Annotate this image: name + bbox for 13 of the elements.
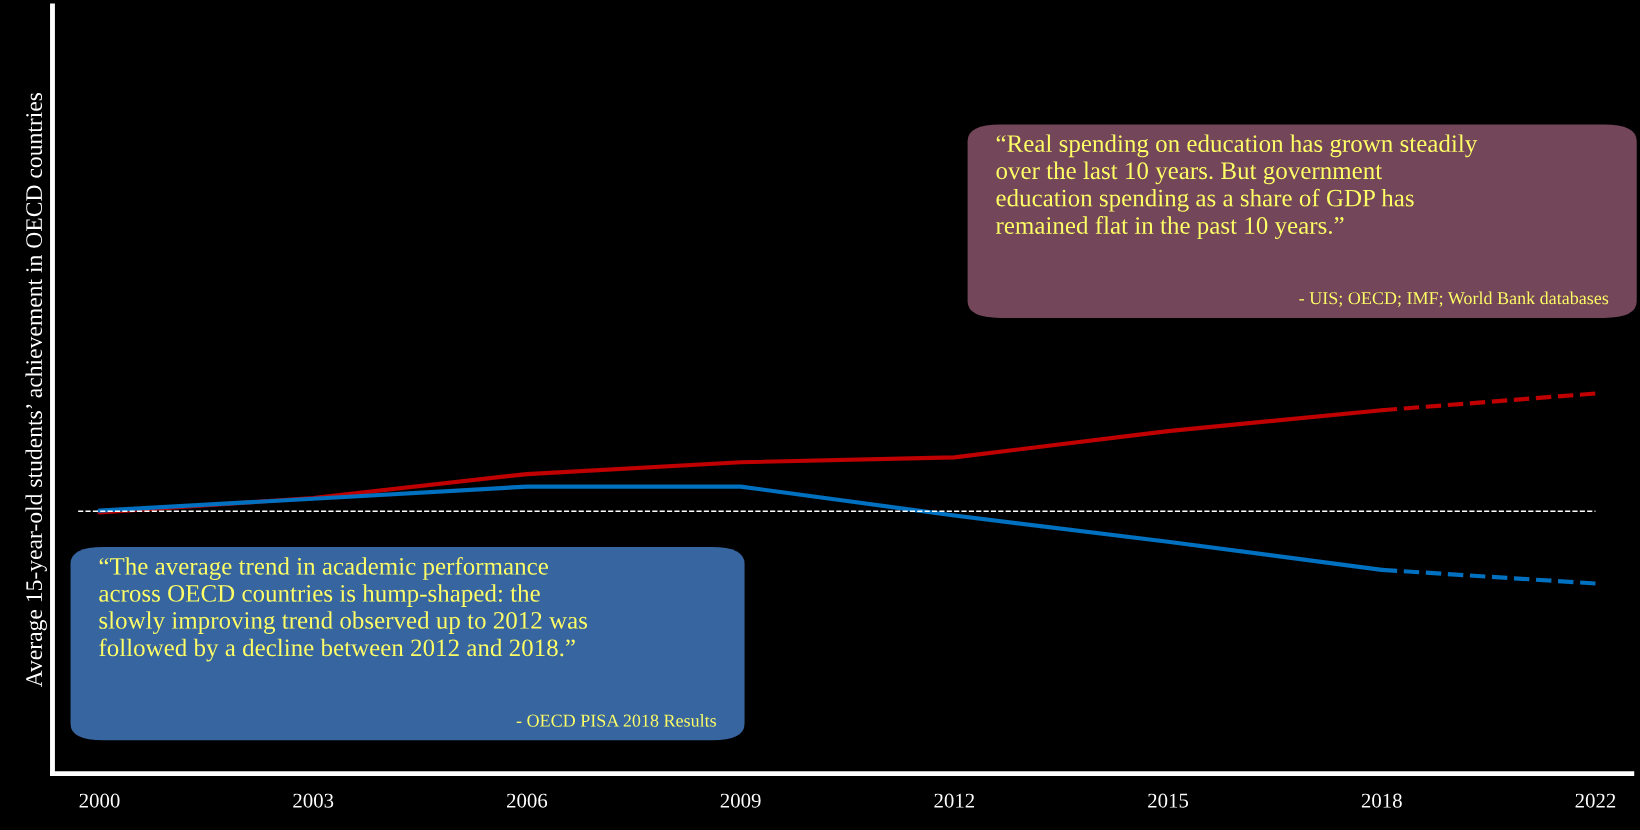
text: - UIS; OECD; IMF; World Bank databases [1299, 291, 1609, 307]
x-tick-label: 2006 [507, 793, 548, 808]
x-tick-label: 2003 [293, 793, 334, 808]
annotation: - OECD PISA 2018 Results [516, 714, 717, 727]
x-tick-label: 2018 [1361, 793, 1402, 808]
x-tick-label: 2009 [720, 793, 761, 808]
annotation: “The average trend in academic performance across OECD countries is hump-shaped: the slowly improving trend observed up to 2012 was followed by a decline between 2012 and 2018.” [99, 556, 588, 662]
text: “Real spending on education has grown steadily over the last 10 years. But government education spending as a share of GDP has remained flat in the past 10 years.” [995, 134, 1478, 240]
x-tick-label: 2022 [1575, 793, 1616, 808]
y-axis-title: Average 15-year-old students’ achievement in OECD countries [25, 92, 47, 688]
x-tick-label: 2000 [79, 793, 120, 808]
x-tick-label: 2012 [934, 793, 975, 808]
x-tick-label: 2015 [1148, 793, 1189, 808]
